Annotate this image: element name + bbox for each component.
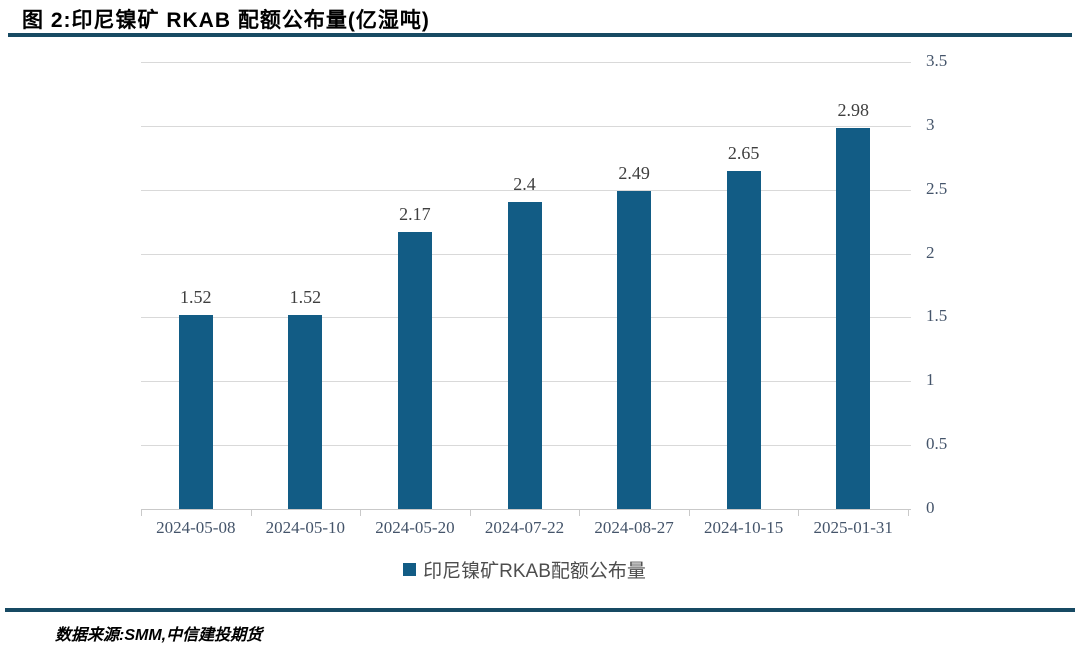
legend-label: 印尼镍矿RKAB配额公布量 [423, 560, 646, 582]
x-tick-label: 2024-08-27 [594, 518, 674, 537]
bar [397, 231, 432, 509]
x-tick-label: 2024-05-20 [375, 518, 455, 537]
bar-value-label: 1.52 [289, 286, 322, 307]
x-tick-label: 2024-05-08 [156, 518, 236, 537]
bar [178, 314, 213, 509]
data-source-text: 数据来源:SMM,中信建投期货 [55, 627, 263, 644]
y-tick-label: 1 [926, 370, 935, 390]
title-divider [8, 33, 1072, 37]
x-axis-line [141, 509, 911, 510]
bar [288, 314, 323, 509]
y-tick-label: 3 [926, 114, 935, 134]
chart-legend: 印尼镍矿RKAB配额公布量 [141, 558, 908, 582]
bar-value-label: 1.52 [180, 286, 212, 307]
bar-value-label: 2.98 [837, 100, 869, 121]
x-axis-tick [251, 510, 252, 516]
x-axis-tick [579, 510, 580, 516]
y-tick-label: 1.5 [926, 306, 948, 326]
x-tick-label: 2024-05-10 [265, 518, 346, 537]
bar [726, 170, 761, 509]
x-axis-tick [798, 510, 799, 516]
x-tick-label: 2024-07-22 [484, 518, 565, 537]
footer-divider [5, 608, 1075, 612]
x-axis-tick [689, 510, 690, 516]
bar-chart: 1.52 2024-05-08 1.52 2024-05-10 2.17 2024-05-… [141, 51, 948, 582]
y-tick-label: 2 [926, 242, 935, 262]
gridline [141, 189, 911, 191]
x-tick-label: 2025-01-31 [813, 518, 893, 537]
legend-marker-square [403, 562, 417, 576]
bar-value-label: 2.4 [513, 174, 536, 195]
x-axis-tick [470, 510, 471, 516]
plot-area: 1.52 2024-05-08 1.52 2024-05-10 2.17 2024-05-… [141, 62, 911, 537]
gridline [141, 62, 911, 63]
bar [836, 128, 871, 509]
bar-value-label: 2.65 [727, 142, 760, 163]
y-tick-label: 2.5 [926, 178, 948, 198]
y-tick-label: 0.5 [926, 434, 948, 454]
bar-value-label: 2.49 [618, 162, 650, 183]
bar-value-label: 2.17 [399, 203, 431, 224]
figure-title: 图 2:印尼镍矿 RKAB 配额公布量(亿湿吨) [22, 9, 430, 32]
x-tick-label: 2024-10-15 [703, 518, 784, 537]
bar [617, 190, 652, 509]
x-axis-tick [141, 510, 142, 516]
x-axis-tick [360, 510, 361, 516]
y-tick-label: 3.5 [926, 51, 948, 70]
gridline [141, 125, 911, 127]
x-axis-tick [908, 510, 909, 516]
y-tick-label: 0 [926, 498, 935, 517]
bar [507, 202, 542, 509]
